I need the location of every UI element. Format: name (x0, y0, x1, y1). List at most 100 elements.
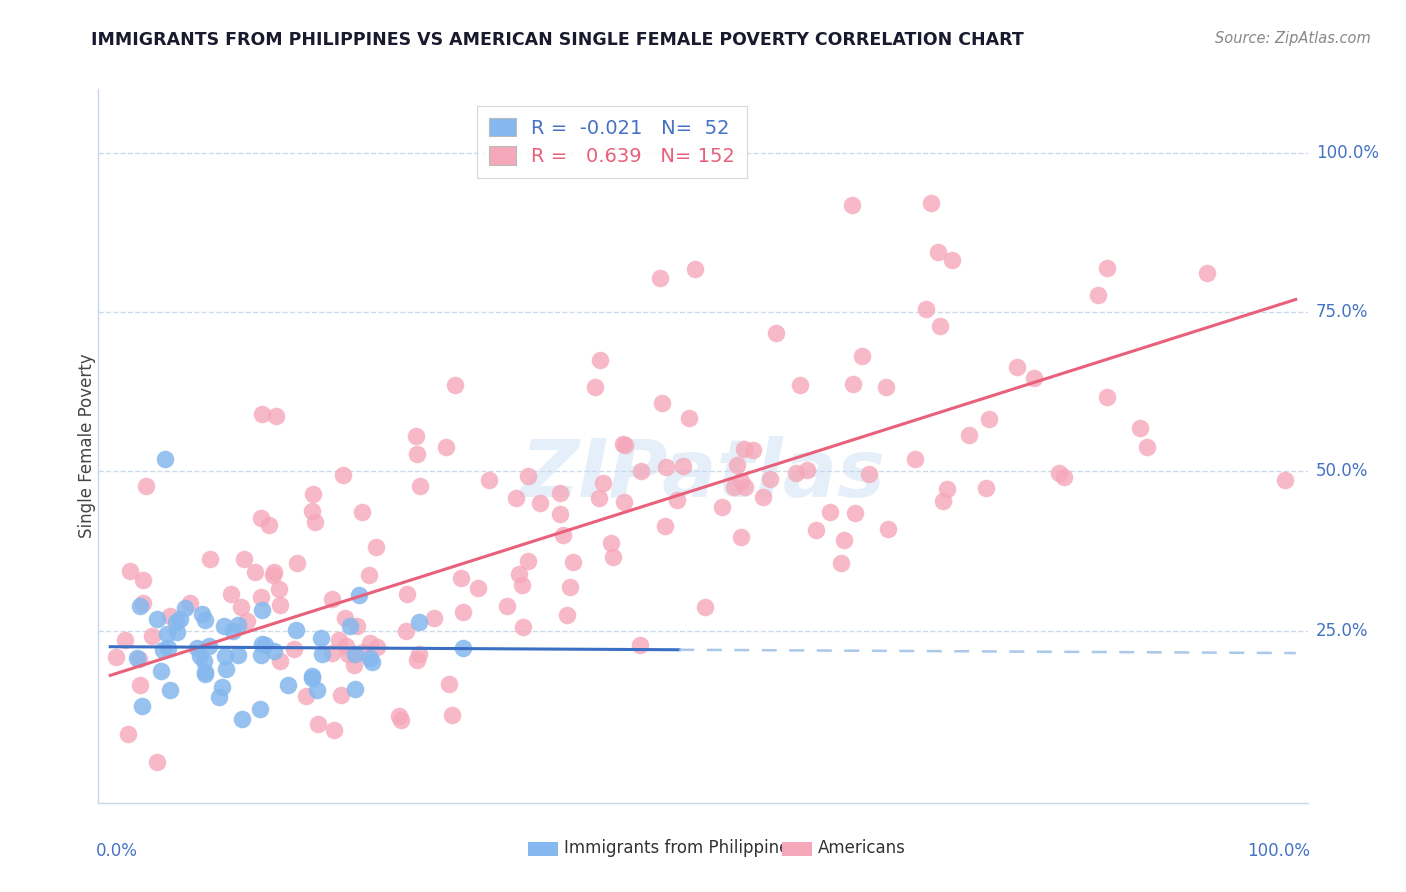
Point (628, 638, 651, 652)
Point (929, 318, 952, 333)
Point (302, 487, 325, 501)
Point (336, 647, 359, 661)
Point (301, 504, 323, 518)
Point (936, 482, 959, 496)
Point (654, 519, 676, 533)
Point (114, 632, 136, 647)
Point (264, 409, 287, 423)
Point (395, 587, 418, 601)
Point (440, 708, 463, 723)
Point (734, 480, 756, 494)
Point (558, 580, 581, 594)
Point (350, 505, 373, 519)
Point (1053, 470, 1076, 484)
Point (125, 650, 148, 665)
Point (405, 447, 427, 461)
Point (321, 591, 343, 606)
Point (166, 624, 188, 639)
Point (132, 573, 155, 587)
Point (250, 590, 273, 604)
Point (344, 647, 367, 661)
Text: IMMIGRANTS FROM PHILIPPINES VS AMERICAN SINGLE FEMALE POVERTY CORRELATION CHART: IMMIGRANTS FROM PHILIPPINES VS AMERICAN … (91, 31, 1024, 49)
Point (651, 396, 673, 410)
Point (250, 407, 273, 421)
Point (263, 644, 285, 658)
Point (1087, 288, 1109, 302)
Point (359, 636, 381, 650)
Point (346, 619, 368, 633)
Bar (782, 842, 811, 856)
Point (505, 491, 527, 506)
Point (423, 611, 446, 625)
Point (588, 491, 610, 505)
Point (796, 463, 818, 477)
Point (920, 196, 942, 211)
Point (683, 262, 706, 277)
Text: 100.0%: 100.0% (1247, 842, 1310, 860)
Point (434, 440, 457, 454)
Point (589, 352, 612, 367)
Text: Source: ZipAtlas.com: Source: ZipAtlas.com (1215, 31, 1371, 46)
Text: 100.0%: 100.0% (1316, 144, 1379, 162)
Point (979, 411, 1001, 425)
Point (231, 712, 253, 726)
Point (467, 581, 489, 595)
Point (1274, 473, 1296, 487)
Text: ZIPatlas: ZIPatlas (520, 435, 886, 514)
Point (141, 629, 163, 643)
Point (1047, 466, 1070, 480)
Point (742, 442, 765, 457)
Point (335, 611, 357, 625)
Point (198, 639, 221, 653)
Point (693, 600, 716, 615)
Point (876, 522, 898, 536)
Point (406, 653, 429, 667)
Point (284, 623, 307, 637)
Point (194, 667, 217, 681)
Point (250, 511, 273, 525)
Point (512, 620, 534, 634)
Point (157, 641, 180, 656)
Point (343, 658, 366, 673)
Point (666, 492, 689, 507)
Point (307, 683, 329, 698)
Point (193, 654, 215, 668)
Point (159, 608, 181, 623)
Legend: R =  -0.021   N=  52, R =   0.639   N= 152: R = -0.021 N= 52, R = 0.639 N= 152 (477, 106, 747, 178)
Point (262, 567, 284, 582)
Point (583, 380, 606, 394)
Point (875, 380, 897, 394)
Point (321, 646, 343, 660)
Point (1195, 266, 1218, 280)
Point (804, 523, 827, 537)
Point (561, 555, 583, 569)
Point (1022, 370, 1045, 384)
Point (508, 566, 530, 581)
Point (1095, 260, 1118, 275)
Point (1136, 440, 1159, 454)
Point (613, 495, 636, 509)
Point (830, 556, 852, 570)
Point (752, 490, 775, 504)
Point (1129, 421, 1152, 435)
Point (409, 478, 432, 492)
Point (222, 624, 245, 638)
Point (408, 648, 430, 662)
Point (159, 683, 181, 698)
Point (304, 515, 326, 529)
Point (478, 473, 501, 487)
Point (301, 668, 323, 682)
Point (678, 411, 700, 425)
Point (841, 377, 863, 392)
Point (149, 664, 172, 678)
Point (730, 530, 752, 544)
Point (655, 459, 678, 474)
Point (360, 655, 382, 669)
Point (927, 245, 949, 260)
Point (851, 349, 873, 363)
Point (252, 603, 274, 617)
Point (152, 643, 174, 657)
Point (359, 567, 381, 582)
Point (208, 690, 231, 704)
Point (408, 615, 430, 630)
